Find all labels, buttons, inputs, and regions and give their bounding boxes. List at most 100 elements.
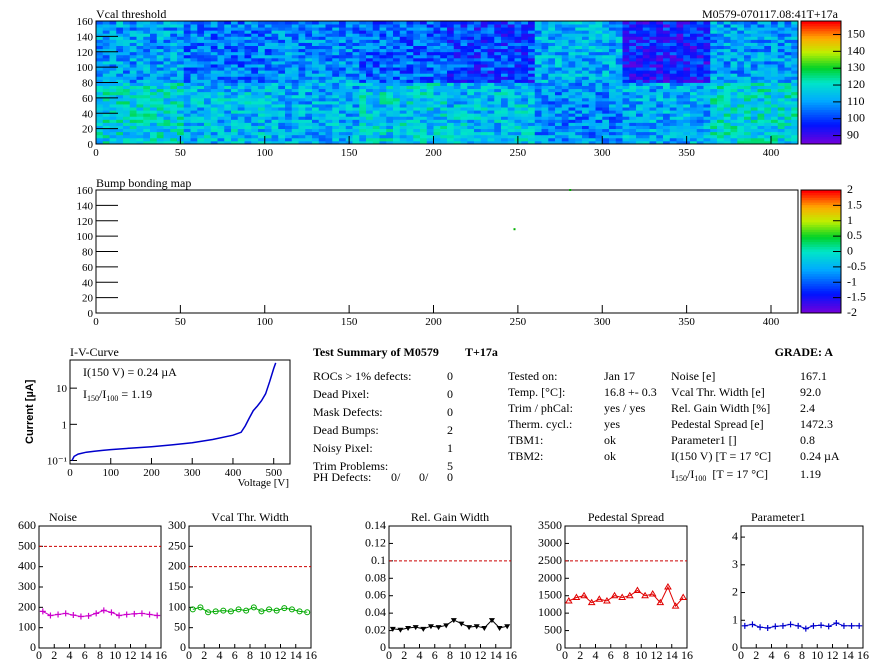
heatmap-cell [197,24,205,28]
heatmap-cell [534,45,542,50]
heatmap-cell [575,33,583,37]
heatmap-cell [622,137,630,142]
heatmap-cell [622,24,630,28]
color-scale-band [801,55,841,59]
heatmap-cell [156,39,164,43]
small-y-tick-label: 0 [380,640,386,654]
heatmap-cell [784,131,792,136]
heatmap-cell [744,119,752,123]
heatmap-cell [723,76,731,80]
heatmap-cell [474,140,482,145]
heatmap-cell [636,60,644,65]
heatmap-cell [143,21,151,25]
heatmap-cell [325,125,333,130]
heatmap-cell [312,73,320,77]
param-label: Vcal Thr. Width [e] [671,385,765,399]
heatmap-cell [237,76,245,80]
heatmap-cell [501,113,509,117]
small-plot-frame [388,525,512,649]
heatmap-cell [757,48,765,53]
heatmap-cell [683,57,691,62]
heatmap-cell [386,30,394,34]
heatmap-cell [96,27,104,31]
heatmap-cell [217,104,225,108]
heatmap-cell [521,113,529,117]
heatmap-cell [474,119,482,123]
heatmap-cell [285,30,293,34]
heatmap-cell [96,73,104,77]
heatmap-cell [312,76,320,80]
small-point [405,625,412,631]
heatmap-cell [629,51,637,56]
heatmap-cell [204,76,212,80]
heatmap-cell [264,36,272,40]
heatmap-cell [676,73,684,77]
heatmap-cell [548,122,556,126]
heatmap-cell [298,110,306,114]
heatmap-cell [352,45,360,50]
heatmap-cell [345,70,353,74]
heatmap-cell [177,116,185,120]
heatmap-cell [683,119,691,123]
heatmap-cell [150,82,158,86]
heatmap-cell [372,88,380,93]
heatmap-cell [669,24,677,28]
heatmap-cell [649,70,657,74]
heatmap-cell [730,88,738,93]
heatmap-cell [150,48,158,53]
small-point [504,624,511,630]
heatmap-cell [784,30,792,34]
heatmap-cell [136,42,144,46]
heatmap-cell [204,82,212,86]
heatmap-cell [453,122,461,126]
heatmap-cell [426,100,434,105]
heatmap-cell [352,76,360,80]
heatmap-cell [561,51,569,56]
heatmap-cell [231,76,239,80]
heatmap-cell [568,79,576,83]
heatmap-cell [683,30,691,34]
heatmap-cell [575,128,583,133]
color-scale-band [801,35,841,39]
heatmap-cell [791,79,799,83]
heatmap-cell [656,137,664,142]
heatmap-cell [251,116,259,120]
small-y-tick-label: 1500 [538,588,562,602]
heatmap-cell [332,100,340,105]
heatmap-cell [541,45,549,50]
heatmap-cell [771,134,779,139]
heatmap-cell [143,94,151,99]
heatmap-cell [197,122,205,126]
heatmap-cell [730,82,738,86]
heatmap-cell [480,94,488,99]
heatmap-cell [251,54,259,59]
heatmap-cell [156,57,164,62]
heatmap-cell [129,140,137,145]
iv-frame [69,359,291,465]
heatmap-cell [224,85,232,90]
heatmap-cell [548,125,556,130]
heatmap-cell [561,60,569,65]
heatmap-cell [366,140,374,145]
heatmap-cell [730,76,738,80]
heatmap-cell [372,110,380,114]
heatmap-cell [480,113,488,117]
heatmap-cell [271,51,279,56]
heatmap-cell [480,21,488,25]
heatmap-cell [730,54,738,59]
heatmap-cell [264,113,272,117]
heatmap-cell [723,140,731,145]
heatmap-cell [285,94,293,99]
heatmap-cell [480,45,488,50]
heatmap-cell [737,27,745,31]
heatmap-cell [609,76,617,80]
heatmap-cell [163,67,171,71]
heatmap-cell [123,91,131,96]
heatmap-cell [656,54,664,59]
heatmap-cell [764,134,772,139]
heatmap-cell [116,113,124,117]
heatmap-cell [568,39,576,43]
heatmap-cell [575,48,583,53]
heatmap-cell [487,79,495,83]
heatmap-cell [420,100,428,105]
